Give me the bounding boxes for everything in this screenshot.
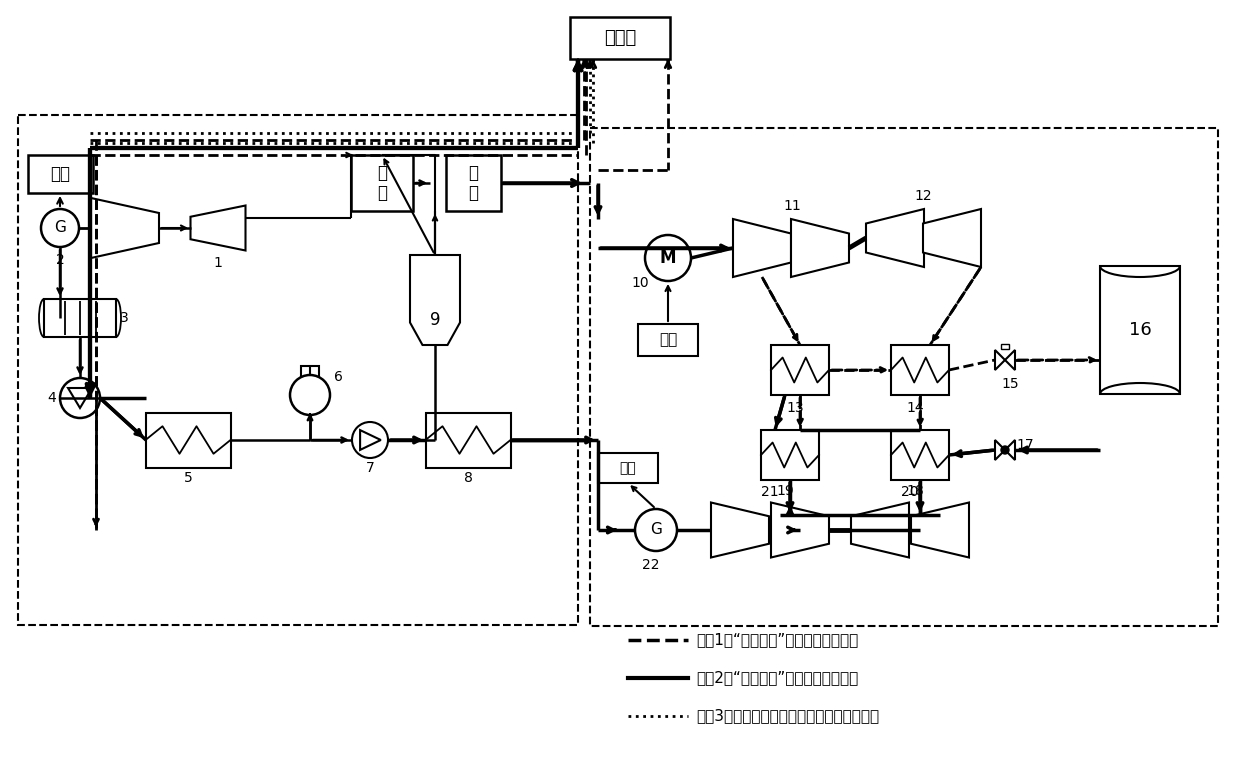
Text: 7: 7 [366, 461, 374, 475]
Text: 17: 17 [1017, 438, 1034, 452]
Text: 5: 5 [184, 471, 192, 485]
Bar [771, 345, 830, 395]
Circle shape [352, 422, 388, 458]
Bar [445, 155, 501, 211]
Text: 电网: 电网 [51, 165, 71, 183]
Text: 2: 2 [56, 253, 64, 267]
Text: 3: 3 [119, 311, 129, 325]
Text: 热用户: 热用户 [604, 29, 636, 47]
Circle shape [41, 209, 79, 247]
Text: 15: 15 [1001, 377, 1019, 391]
Text: 11: 11 [784, 199, 801, 213]
Polygon shape [410, 255, 460, 345]
Text: 8: 8 [464, 471, 472, 485]
Text: 1: 1 [213, 256, 222, 270]
Circle shape [645, 235, 691, 281]
Circle shape [60, 378, 100, 418]
Text: 16: 16 [1128, 321, 1152, 339]
Text: M: M [660, 249, 676, 267]
Circle shape [635, 509, 677, 551]
Text: 13: 13 [786, 401, 804, 415]
Bar [892, 430, 949, 480]
Text: 电网: 电网 [620, 461, 636, 475]
Text: 模式3（单独热电联产工作状态）下热能流向: 模式3（单独热电联产工作状态）下热能流向 [696, 708, 879, 724]
Polygon shape [866, 209, 924, 267]
Text: 19: 19 [776, 484, 794, 498]
Bar [598, 453, 658, 483]
Circle shape [1001, 446, 1009, 454]
Text: 电网: 电网 [658, 332, 677, 348]
Text: 模式1（“强热弱电”状态）下热能流向: 模式1（“强热弱电”状态）下热能流向 [696, 632, 858, 647]
Polygon shape [733, 219, 791, 277]
Text: 10: 10 [631, 276, 649, 290]
Polygon shape [91, 198, 159, 258]
Bar [425, 412, 511, 468]
Bar [761, 430, 818, 480]
Bar [43, 299, 117, 337]
Text: 烟
气: 烟 气 [467, 164, 477, 202]
Bar [145, 412, 231, 468]
Bar [892, 345, 949, 395]
Polygon shape [771, 502, 830, 558]
Bar [1001, 344, 1009, 349]
Polygon shape [360, 430, 381, 450]
Polygon shape [711, 502, 769, 558]
Text: 20: 20 [901, 485, 919, 499]
Bar [1100, 266, 1180, 394]
Bar [351, 155, 413, 211]
Bar [570, 17, 670, 59]
Bar [639, 324, 698, 356]
Circle shape [290, 375, 330, 415]
Bar [29, 155, 93, 193]
Polygon shape [923, 209, 981, 267]
Bar [301, 366, 319, 378]
Text: 22: 22 [642, 558, 660, 572]
Polygon shape [191, 205, 246, 251]
Polygon shape [1004, 440, 1016, 460]
Text: 18: 18 [906, 484, 924, 498]
Polygon shape [911, 502, 968, 558]
Text: 燃
料: 燃 料 [377, 164, 387, 202]
Bar [19, 115, 578, 625]
Text: 4: 4 [47, 391, 56, 405]
Text: 9: 9 [430, 311, 440, 329]
Text: G: G [650, 522, 662, 538]
Text: 模式2（“强电弱热”状态）下热能流向: 模式2（“强电弱热”状态）下热能流向 [696, 671, 858, 685]
Polygon shape [791, 219, 849, 277]
Text: 21: 21 [761, 485, 779, 499]
Polygon shape [994, 350, 1004, 370]
Polygon shape [851, 502, 909, 558]
Text: G: G [55, 221, 66, 235]
Text: 14: 14 [906, 401, 924, 415]
Polygon shape [1004, 350, 1016, 370]
Polygon shape [68, 388, 92, 408]
Polygon shape [994, 440, 1004, 460]
Text: 12: 12 [914, 189, 931, 203]
Bar [590, 128, 1218, 626]
Text: 6: 6 [334, 370, 342, 384]
